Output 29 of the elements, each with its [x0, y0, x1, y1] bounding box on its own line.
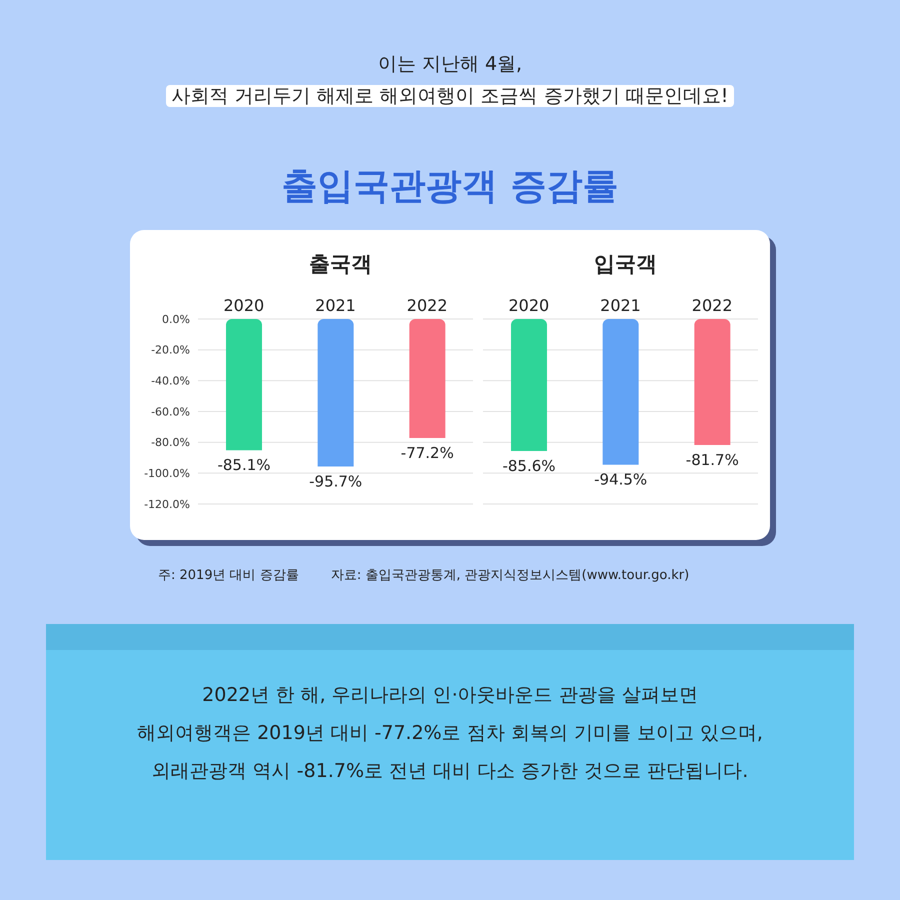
data-label: -81.7%	[686, 450, 739, 469]
data-label: -94.5%	[594, 470, 648, 489]
x-tick-label: 2022	[406, 296, 448, 315]
x-tick-label: 2020	[508, 296, 550, 315]
x-tick-label: 2021	[600, 296, 641, 315]
y-tick-label: 0.0%	[162, 312, 190, 326]
x-tick-label: 2021	[315, 296, 356, 315]
chart-title: 출국객	[308, 251, 373, 278]
text: 주: 2019년 대비 증감률	[158, 568, 299, 583]
x-tick-label: 2022	[692, 296, 733, 315]
y-tick-label: -40.0%	[151, 374, 190, 388]
text: 이는 지난해 4월,	[376, 52, 524, 77]
data-label: -85.6%	[502, 456, 556, 475]
y-tick-label: -60.0%	[151, 405, 190, 418]
y-tick-label: -100.0%	[144, 467, 190, 480]
text: 2022년 한 해, 우리나라의 인·아웃바운드 관광을 살펴보면	[201, 683, 699, 708]
text: 해외여행객은 2019년 대비 -77.2%로 점차 회복의 기미를 보이고 있으며,	[136, 721, 764, 746]
y-tick-label: -120.0%	[144, 498, 190, 511]
x-tick-label: 2020	[223, 296, 264, 315]
text: 출입국관광객 증감률	[280, 165, 620, 209]
text: 외래관광객 역시 -81.7%로 전년 대비 다소 증가한 것으로 판단됩니다.	[150, 759, 750, 784]
text: 자료: 출입국관광통계, 관광지식정보시스템(www.tour.go.kr)	[330, 568, 690, 583]
y-tick-label: -20.0%	[151, 344, 190, 357]
chart-title: 입국객	[593, 251, 658, 278]
data-label: -77.2%	[400, 444, 454, 462]
text: 사회적 거리두기 해제로 해외여행이 조금씩 증가했기 때문인데요!	[166, 85, 734, 107]
y-tick-label: -80.0%	[151, 436, 190, 450]
data-label: -95.7%	[309, 472, 362, 491]
data-label: -85.1%	[217, 456, 271, 474]
